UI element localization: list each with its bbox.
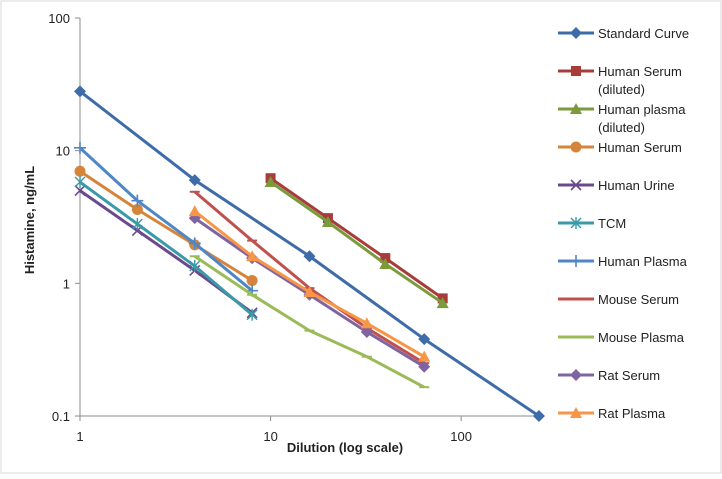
- legend-entry: Mouse Plasma: [558, 330, 685, 345]
- data-point: [360, 325, 373, 338]
- data-point: [188, 205, 201, 217]
- data-point: [264, 176, 277, 188]
- data-point: [436, 297, 449, 309]
- y-axis-title: Histamine, ng/mL: [22, 166, 37, 274]
- x-tick-label: 10: [263, 429, 277, 444]
- legend-entry: Mouse Serum: [558, 292, 679, 307]
- series-line: [269, 176, 444, 300]
- legend-label: Mouse Plasma: [598, 330, 685, 345]
- x-tick-label: 100: [450, 429, 472, 444]
- series-1: [74, 85, 545, 422]
- data-point: [360, 317, 373, 329]
- legend-marker: [570, 255, 582, 267]
- legend-label: Rat Serum: [598, 368, 660, 383]
- legend-marker: [570, 141, 582, 153]
- data-point: [418, 333, 431, 346]
- legend-label: Human Serum: [598, 140, 682, 155]
- data-point: [246, 250, 259, 262]
- legend-marker: [571, 66, 581, 76]
- legend-entry: Human Plasma: [558, 254, 688, 269]
- data-point: [321, 215, 334, 227]
- data-point: [303, 286, 316, 298]
- legend-marker: [570, 103, 582, 114]
- legend-entry: Rat Serum: [558, 368, 660, 383]
- data-point: [74, 165, 86, 177]
- series-line: [269, 180, 444, 305]
- data-point: [418, 350, 431, 362]
- data-point: [246, 275, 258, 287]
- series-layer: [74, 85, 545, 422]
- legend-label: (diluted): [598, 120, 645, 135]
- data-point: [189, 260, 201, 273]
- data-point: [74, 185, 86, 197]
- legend-marker: [570, 407, 582, 418]
- legend-label: Standard Curve: [598, 26, 689, 41]
- legend-label: Human Urine: [598, 178, 675, 193]
- legend-label: Human Plasma: [598, 254, 688, 269]
- y-tick-label: 100: [48, 11, 70, 26]
- legend-label: Human Serum: [598, 64, 682, 79]
- y-tick-label: 0.1: [52, 409, 70, 424]
- legend-label: (diluted): [598, 82, 645, 97]
- data-point: [74, 85, 86, 98]
- data-point: [379, 257, 392, 269]
- data-point: [188, 174, 201, 187]
- legend-marker: [570, 217, 582, 229]
- legend-marker: [570, 179, 582, 191]
- legend-entry: Human Serum (diluted): [558, 64, 682, 97]
- y-tick-label: 10: [56, 144, 70, 159]
- legend-label: Human plasma: [598, 102, 686, 117]
- x-axis-title: Dilution (log scale): [287, 440, 403, 455]
- data-point: [74, 141, 86, 154]
- legend-entry: Human Serum: [558, 140, 682, 155]
- axes: 0.1 1 10 100 1 10 100: [48, 11, 537, 444]
- data-point: [188, 237, 201, 250]
- data-point: [131, 204, 143, 216]
- legend-entry: Standard Curve: [558, 26, 689, 41]
- series-7: [74, 141, 259, 297]
- series-line: [79, 169, 253, 282]
- legend-label: TCM: [598, 216, 626, 231]
- data-point: [532, 410, 545, 422]
- x-tick-label: 1: [76, 429, 83, 444]
- series-9: [189, 255, 430, 389]
- legend-entry: TCM: [558, 216, 626, 231]
- series-line: [78, 146, 254, 292]
- series-6: [74, 176, 258, 321]
- data-point: [74, 176, 86, 189]
- data-point: [131, 194, 144, 207]
- legend-label: Mouse Serum: [598, 292, 679, 307]
- legend-marker: [570, 369, 582, 381]
- legend-entry: Human Urine: [558, 178, 675, 193]
- series-line: [79, 180, 254, 316]
- legend-entry: Rat Plasma: [558, 406, 666, 421]
- legend-entry: Human plasma (diluted): [558, 102, 686, 135]
- y-tick-label: 1: [63, 276, 70, 291]
- data-point: [131, 218, 143, 231]
- data-point: [246, 308, 258, 321]
- series-3: [264, 176, 449, 309]
- series-11: [188, 205, 431, 362]
- legend-marker: [570, 27, 582, 39]
- legend-label: Rat Plasma: [598, 406, 666, 421]
- data-point: [418, 360, 431, 373]
- data-point: [303, 250, 316, 263]
